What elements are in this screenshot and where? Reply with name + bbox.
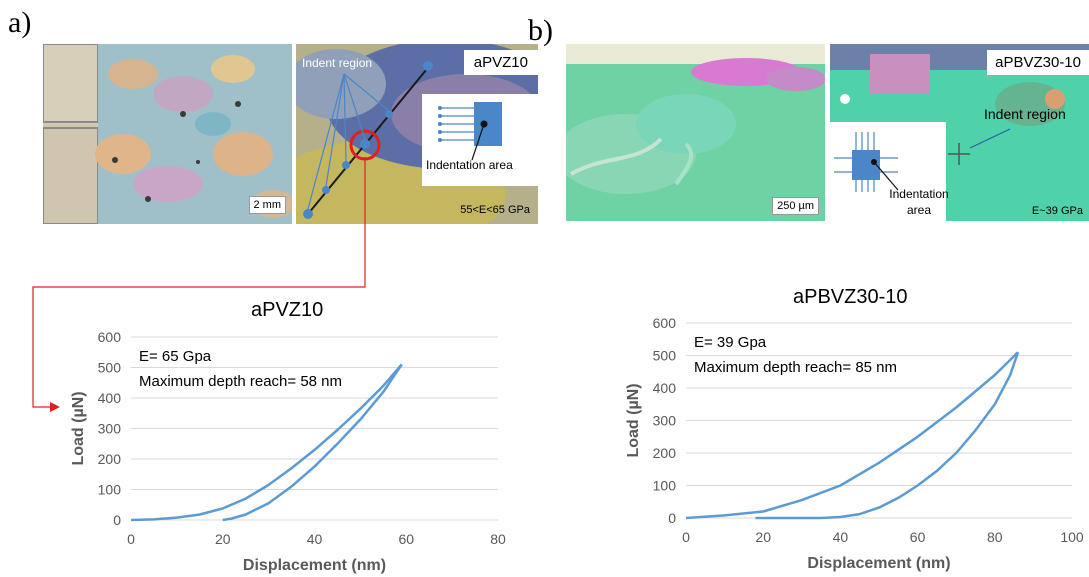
y-tick-label: 500 [98,360,122,376]
unloading-curve [755,351,1020,520]
y-tick-label: 400 [98,390,122,406]
x-tick-label: 60 [910,529,926,545]
indentation-area-label-b: Indentation area [889,187,949,217]
x-tick-label: 0 [682,529,690,545]
y-axis-label: Load (µN) [70,391,87,465]
x-tick-label: 100 [1060,529,1084,545]
micrograph-b-left: 250 µm [566,44,825,221]
y-tick-label: 0 [668,510,676,526]
x-tick-label: 80 [490,531,506,547]
x-tick-label: 60 [398,531,414,547]
y-tick-label: 200 [653,445,677,461]
indentation-schematic-b [834,132,899,192]
chart-annotation: E= 39 Gpa [694,334,767,351]
y-tick-label: 500 [653,348,677,364]
indent-region-label-a: Indent region [302,56,373,70]
indentation-inset-b: Indentation area [830,122,949,221]
x-tick-label: 20 [755,529,771,545]
indentation-schematic-a [438,102,502,161]
micrograph-a-left: 2 mm [43,44,292,224]
modulus-b: E~39 GPa [1031,205,1083,217]
indentation-inset-a: Indentation area [422,94,538,186]
sample-label-a: aPVZ10 [463,50,538,75]
panel-b-letter: b) [528,14,553,47]
loading-curve [685,351,1019,520]
chart-b-title: aPBVZ30-10 [793,286,908,308]
x-axis-label: Displacement (nm) [807,555,950,572]
panel-a-letter: a) [8,6,32,39]
chart-annotation: E= 65 Gpa [139,348,212,365]
x-axis-label: Displacement (nm) [243,557,386,574]
indentation-area-label-a: Indentation area [426,158,513,172]
x-tick-label: 20 [215,531,231,547]
scale-bar-a: 2 mm [248,196,286,214]
modulus-range-a: 55<E<65 GPa [460,204,530,216]
micrograph-a-right: Indent region aPVZ10 Indentation area 55… [296,44,538,224]
y-tick-label: 400 [653,380,677,396]
y-tick-label: 0 [113,512,121,528]
loading-curve [130,363,403,522]
y-tick-label: 100 [98,482,122,498]
y-tick-label: 100 [653,478,677,494]
unloading-curve [222,363,403,522]
chart-annotation: Maximum depth reach= 58 nm [139,373,342,390]
x-tick-label: 40 [307,531,323,547]
chart-annotation: Maximum depth reach= 85 nm [694,359,897,376]
scale-bar-b: 250 µm [772,197,819,215]
y-tick-label: 300 [98,421,122,437]
y-tick-label: 200 [98,451,122,467]
y-tick-label: 300 [653,413,677,429]
y-axis-label: Load (µN) [625,383,642,457]
micrograph-b-left-image [566,44,825,221]
x-tick-label: 0 [127,531,135,547]
y-tick-label: 600 [653,315,677,331]
micrograph-a-left-image [43,44,292,224]
micrograph-b-right: aPBVZ30-10 Indent region Indentation are… [830,44,1089,221]
indent-region-label-b: Indent region [984,106,1066,122]
sample-label-b: aPBVZ30-10 [987,50,1089,75]
y-tick-label: 600 [98,329,122,345]
chart-a-title: aPVZ10 [251,299,324,321]
x-tick-label: 40 [833,529,849,545]
x-tick-label: 80 [987,529,1003,545]
